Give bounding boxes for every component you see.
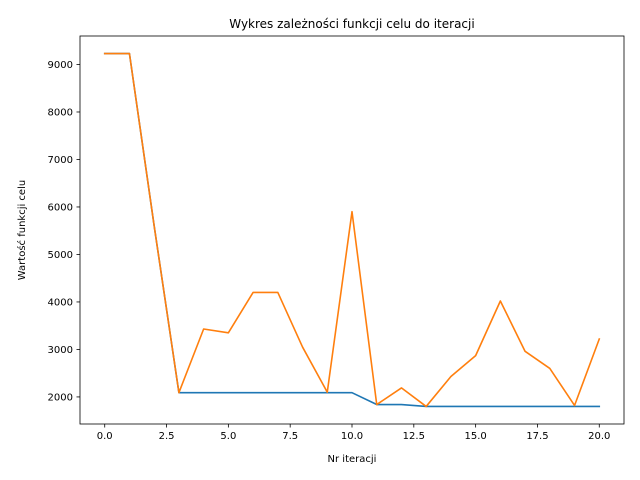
x-tick-label: 2.5	[159, 431, 175, 442]
series-line-1	[103, 52, 601, 408]
series-layer	[103, 52, 601, 408]
y-tick-label: 3000	[48, 345, 73, 356]
x-tick-label: 15.0	[465, 431, 487, 442]
x-tick-label: 12.5	[403, 431, 425, 442]
y-tick-label: 6000	[48, 202, 73, 213]
y-tick-label: 9000	[48, 60, 73, 71]
x-axis-label: Nr iteracji	[328, 454, 377, 465]
chart-title: Wykres zależności funkcji celu do iterac…	[229, 17, 474, 31]
y-tick-label: 2000	[48, 392, 73, 403]
series-line-2	[103, 52, 601, 408]
y-tick-label: 8000	[48, 107, 73, 118]
y-tick-label: 4000	[48, 297, 73, 308]
x-tick-label: 7.5	[282, 431, 298, 442]
x-tick-label: 17.5	[526, 431, 548, 442]
x-tick-label: 10.0	[341, 431, 363, 442]
y-tick-label: 5000	[48, 250, 73, 261]
y-tick-label: 7000	[48, 155, 73, 166]
x-tick-label: 0.0	[97, 431, 113, 442]
y-axis-label: Wartość funkcji celu	[16, 180, 28, 280]
x-tick-label: 5.0	[220, 431, 236, 442]
x-tick-label: 20.0	[588, 431, 610, 442]
axes-layer: 0.0 2.5 5.0 7.5 10.0 12.5 15.0 17.5 20.0 2000 3000…	[48, 35, 625, 442]
